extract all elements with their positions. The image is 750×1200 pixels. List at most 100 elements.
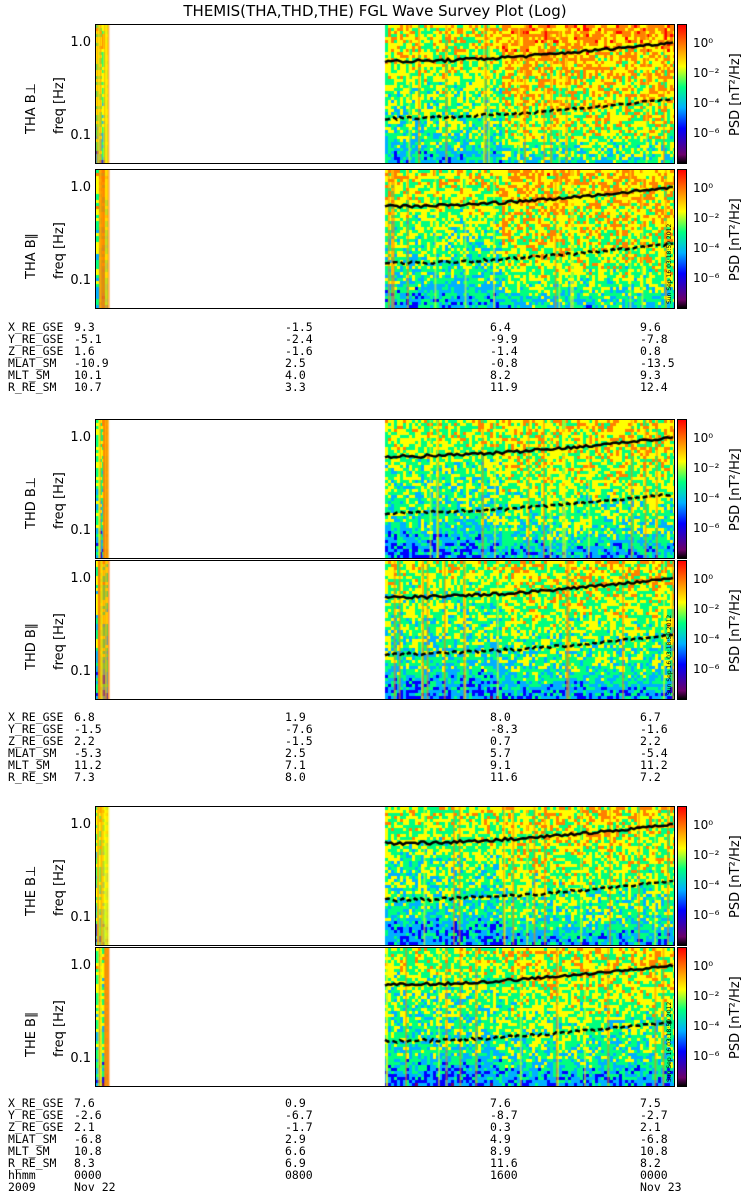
colorbar-tick-label: 10⁰ [693, 181, 714, 195]
ephemeris-label: MLT_SM [8, 368, 50, 382]
ephemeris-label: 2009 [8, 1180, 36, 1194]
panel-label: THA B⊥ [24, 83, 39, 134]
ephemeris-value: 2.5 [285, 356, 306, 370]
colorbar-tick-label: 10⁻² [693, 602, 720, 616]
ephemeris-value: 9.3 [74, 320, 95, 334]
ephemeris-label: MLT_SM [8, 1144, 50, 1158]
spectrogram-canvas [96, 561, 674, 699]
spectrogram-canvas [96, 807, 674, 945]
ephemeris-value: 10.8 [640, 1144, 668, 1158]
ephemeris-value: 7.3 [74, 770, 95, 784]
ephemeris-value: 3.3 [285, 380, 306, 394]
ephemeris-value: 4.0 [285, 368, 306, 382]
ephemeris-value: 9.1 [490, 758, 511, 772]
ephemeris-value: 8.3 [74, 1156, 95, 1170]
ephemeris-value: -2.6 [74, 1108, 102, 1122]
ephemeris-value: -6.8 [74, 1132, 102, 1146]
ephemeris-value: 0.3 [490, 1120, 511, 1134]
colorbar [677, 419, 687, 559]
ephemeris-value: 9.3 [640, 368, 661, 382]
ephemeris-value: -1.5 [285, 734, 313, 748]
colorbar-label: PSD [nT²/Hz] [728, 198, 743, 281]
colorbar-tick-label: 10⁻⁶ [693, 662, 720, 676]
plot-title: THEMIS(THA,THD,THE) FGL Wave Survey Plot… [183, 2, 567, 20]
ephemeris-value: 8.2 [490, 368, 511, 382]
ephemeris-value: -9.9 [490, 332, 518, 346]
ephemeris-value: 6.6 [285, 1144, 306, 1158]
ephemeris-value: 1.9 [285, 710, 306, 724]
y-tick-label: 1.0 [70, 816, 91, 832]
y-tick-label: 0.1 [70, 523, 91, 538]
spectrogram-panel [95, 806, 675, 946]
ephemeris-value: -13.5 [640, 356, 675, 370]
spectrogram-panel [95, 947, 675, 1087]
y-tick-label: 1.0 [70, 570, 91, 586]
ephemeris-value: 11.6 [490, 770, 518, 784]
ephemeris-label: MLAT_SM [8, 1132, 57, 1146]
colorbar-label: PSD [nT²/Hz] [728, 976, 743, 1059]
timestamp: Sun Sep 16 03:18:59 2012 [666, 1001, 673, 1082]
ephemeris-value: Nov 22 [74, 1180, 116, 1194]
colorbar-label: PSD [nT²/Hz] [728, 835, 743, 918]
ephemeris-table: X_RE_GSE Y_RE_GSE Z_RE_GSE MLAT_SM MLT_SM R_R… [0, 711, 750, 787]
ephemeris-value: -6.7 [285, 1108, 313, 1122]
ephemeris-value: 1600 [490, 1168, 518, 1182]
spectrogram-canvas [96, 170, 674, 308]
colorbar-tick-label: 10⁻² [693, 211, 720, 225]
ephemeris-table: X_RE_GSE Y_RE_GSE Z_RE_GSE MLAT_SM MLT_SM R_R… [0, 321, 750, 397]
ephemeris-label: MLT_SM [8, 758, 50, 772]
ephemeris-value: 1.6 [74, 344, 95, 358]
ephemeris-value: 0000 [640, 1168, 668, 1182]
panel-label: THD B∥ [24, 622, 39, 670]
colorbar-tick-label: 10⁰ [693, 36, 714, 50]
ephemeris-value: 2.1 [74, 1120, 95, 1134]
colorbar-tick-label: 10⁻⁶ [693, 521, 720, 535]
ephemeris-value: -5.1 [74, 332, 102, 346]
ephemeris-value: 8.2 [640, 1156, 661, 1170]
colorbar-tick-label: 10⁻⁴ [693, 491, 720, 505]
colorbar [677, 560, 687, 700]
ephemeris-value: 2.5 [285, 746, 306, 760]
ephemeris-value: 7.5 [640, 1096, 661, 1110]
spectrogram-panel [95, 419, 675, 559]
spectrogram-panel [95, 169, 675, 309]
ephemeris-value: -1.6 [640, 722, 668, 736]
panel-label: THE B∥ [24, 1011, 39, 1057]
colorbar-tick-label: 10⁻⁴ [693, 1019, 720, 1033]
ephemeris-label: X_RE_GSE [8, 320, 64, 334]
y-tick-label: 0.1 [70, 273, 91, 288]
panel-label: THD B⊥ [24, 476, 39, 529]
ephemeris-label: Y_RE_GSE [8, 332, 64, 346]
ephemeris-value: 10.1 [74, 368, 102, 382]
ephemeris-value: 6.9 [285, 1156, 306, 1170]
colorbar [677, 169, 687, 309]
colorbar-tick-label: 10⁻⁴ [693, 241, 720, 255]
ephemeris-value: 2.2 [74, 734, 95, 748]
colorbar-label: PSD [nT²/Hz] [728, 448, 743, 531]
ephemeris-value: 2.1 [640, 1120, 661, 1134]
spectrogram-panel [95, 560, 675, 700]
colorbar-tick-label: 10⁻² [693, 848, 720, 862]
freq-axis-label: freq [Hz] [52, 222, 67, 279]
ephemeris-label: R_RE_SM [8, 770, 57, 784]
spectrogram-canvas [96, 420, 674, 558]
ephemeris-value: 9.6 [640, 320, 661, 334]
colorbar [677, 947, 687, 1087]
freq-axis-label: freq [Hz] [52, 472, 67, 529]
ephemeris-value: -1.5 [74, 722, 102, 736]
ephemeris-value: 8.0 [285, 770, 306, 784]
y-tick-label: 1.0 [70, 957, 91, 973]
ephemeris-value: -5.4 [640, 746, 668, 760]
ephemeris-value: 4.9 [490, 1132, 511, 1146]
ephemeris-label: MLAT_SM [8, 746, 57, 760]
colorbar-tick-label: 10⁻⁴ [693, 96, 720, 110]
ephemeris-value: -8.3 [490, 722, 518, 736]
colorbar-tick-label: 10⁻⁶ [693, 126, 720, 140]
ephemeris-label: Z_RE_GSE [8, 1120, 64, 1134]
ephemeris-value: 0.8 [640, 344, 661, 358]
ephemeris-label: Y_RE_GSE [8, 1108, 64, 1122]
ephemeris-value: -0.8 [490, 356, 518, 370]
ephemeris-label: Z_RE_GSE [8, 734, 64, 748]
ephemeris-value: Nov 23 [640, 1180, 682, 1194]
ephemeris-value: 2.9 [285, 1132, 306, 1146]
